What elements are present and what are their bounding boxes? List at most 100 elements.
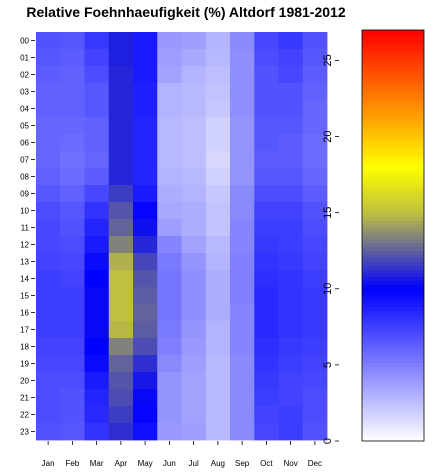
colorbar-segment [362, 384, 424, 390]
heatmap-cell-18-Apr [108, 338, 134, 356]
colorbar-segment [362, 403, 424, 408]
heatmap-cell-14-Feb [60, 270, 85, 288]
heatmap-cell-06-Dec [302, 134, 328, 152]
heatmap-cell-02-Jul [181, 66, 207, 84]
heatmap-cell-12-Jul [181, 236, 207, 254]
colorbar-segment [362, 56, 424, 61]
colorbar-segment [362, 194, 424, 199]
colorbar-tick-label: 15 [322, 207, 334, 219]
heatmap-cell-21-May [133, 389, 158, 407]
y-tick-label: 16 [20, 309, 29, 318]
x-tick-label: Mar [90, 459, 104, 468]
colorbar-segment [362, 332, 424, 337]
heatmap-cell-21-Sep [230, 389, 255, 407]
colorbar-segment [362, 209, 424, 214]
colorbar-segment [362, 164, 424, 169]
y-tick-label: 20 [20, 377, 29, 386]
colorbar-segment [362, 201, 424, 207]
colorbar-segment [362, 205, 424, 210]
heatmap-cell-03-Nov [278, 83, 304, 101]
heatmap-cell-11-Dec [302, 219, 328, 237]
heatmap-cell-11-Jun [157, 219, 182, 237]
colorbar-segment [362, 340, 424, 345]
heatmap-cell-05-Feb [60, 117, 85, 135]
y-tick-label: 08 [20, 173, 29, 182]
heatmap-cell-00-Jan [36, 32, 61, 50]
heatmap-cell-10-Jan [36, 202, 61, 220]
heatmap-cell-05-Sep [230, 117, 255, 135]
heatmap-cell-17-Feb [60, 321, 85, 339]
heatmap-cell-22-Sep [230, 406, 255, 424]
y-tick-label: 15 [20, 292, 29, 301]
heatmap-cell-17-Oct [254, 321, 279, 339]
heatmap-cell-07-Sep [230, 151, 255, 169]
heatmap-cell-03-Aug [205, 83, 231, 101]
heatmap-cell-19-Dec [302, 355, 328, 373]
heatmap-cell-00-Aug [205, 32, 231, 50]
heatmap-cell-08-Jul [181, 168, 207, 186]
heatmap-cell-03-Jan [36, 83, 61, 101]
heatmap-cell-04-Jul [181, 100, 207, 118]
heatmap-cell-16-Sep [230, 304, 255, 322]
heatmap-cell-06-Jan [36, 134, 61, 152]
heatmap-cell-15-Feb [60, 287, 85, 305]
colorbar-segment [362, 108, 424, 113]
y-tick-label: 05 [20, 122, 29, 131]
y-tick-label: 11 [21, 224, 30, 233]
colorbar-segment [362, 254, 424, 259]
colorbar-segment [362, 190, 424, 195]
colorbar-segment [362, 437, 424, 442]
colorbar-segment [362, 257, 424, 263]
colorbar-segment [362, 280, 424, 285]
heatmap-cell-12-Nov [278, 236, 304, 254]
heatmap-cell-12-Jan [36, 236, 61, 254]
colorbar-segment [362, 224, 424, 229]
heatmap-cell-02-Mar [84, 66, 110, 84]
colorbar-segment [362, 310, 424, 315]
colorbar-segment [362, 228, 424, 233]
heatmap-cell-07-Apr [108, 151, 134, 169]
heatmap-cell-12-Apr [108, 236, 134, 254]
colorbar-segment [362, 418, 424, 423]
colorbar-segment [362, 171, 424, 177]
heatmap-cell-09-Dec [302, 185, 328, 203]
colorbar-segment [362, 153, 424, 158]
heatmap-cell-05-Dec [302, 117, 328, 135]
heatmap-cell-12-Jun [157, 236, 182, 254]
colorbar-segment [362, 411, 424, 416]
heatmap-cell-16-Nov [278, 304, 304, 322]
colorbar-segment [362, 336, 424, 341]
y-tick-label: 00 [20, 37, 29, 46]
x-tick-label: Apr [115, 459, 128, 468]
heatmap-cell-13-Jun [157, 253, 182, 271]
heatmap-cell-03-Dec [302, 83, 328, 101]
heatmap-cell-01-Feb [60, 49, 85, 67]
heatmap-cell-20-Mar [84, 372, 110, 390]
heatmap-cell-06-May [133, 134, 158, 152]
colorbar-segment [362, 388, 424, 393]
heatmap-cell-03-Mar [84, 83, 110, 101]
heatmap-cell-22-Mar [84, 406, 110, 424]
heatmap-cell-00-Nov [278, 32, 304, 50]
heatmap-cell-02-Nov [278, 66, 304, 84]
heatmap-cell-05-Apr [108, 117, 134, 135]
heatmap-cell-07-May [133, 151, 158, 169]
heatmap-cell-15-Jun [157, 287, 182, 305]
colorbar-segment [362, 179, 424, 184]
colorbar-segment [362, 198, 424, 203]
heatmap-cell-19-Oct [254, 355, 279, 373]
heatmap-cell-23-Jun [157, 423, 182, 441]
colorbar-segment [362, 246, 424, 251]
heatmap-cell-18-Sep [230, 338, 255, 356]
heatmap-cell-08-Dec [302, 168, 328, 186]
heatmap-cell-16-Jun [157, 304, 182, 322]
heatmap-cell-09-Mar [84, 185, 110, 203]
heatmap-cell-05-Jun [157, 117, 182, 135]
heatmap-cell-23-May [133, 423, 158, 441]
colorbar-segment [362, 422, 424, 427]
heatmap-cell-06-Sep [230, 134, 255, 152]
heatmap-cell-14-Apr [108, 270, 134, 288]
heatmap-cell-16-Jan [36, 304, 61, 322]
colorbar-segment [362, 123, 424, 128]
heatmap-cell-10-Dec [302, 202, 328, 220]
